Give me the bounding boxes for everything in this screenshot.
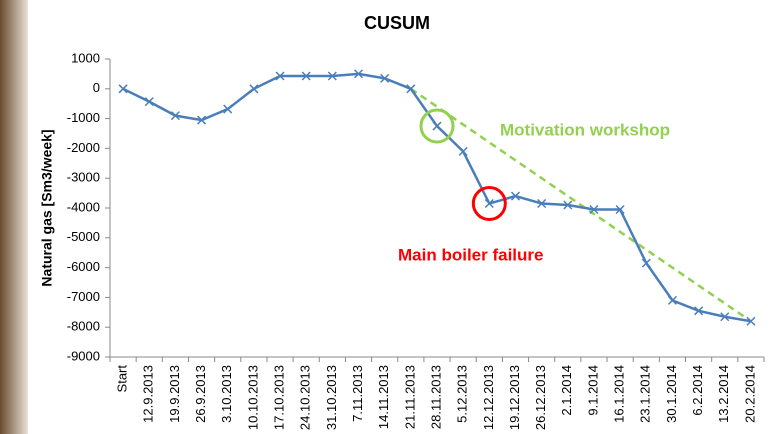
annotation-text: Main boiler failure (398, 245, 543, 264)
point-marker (720, 312, 730, 322)
x-tick-label: 3.10.2013 (219, 365, 234, 423)
point-marker (563, 200, 573, 210)
point-marker (118, 84, 128, 94)
y-tick-label: -1000 (67, 110, 100, 125)
x-tick-label: 14.11.2013 (376, 365, 391, 429)
point-marker (641, 258, 651, 268)
x-tick-label: 16.1.2014 (612, 365, 627, 423)
point-marker (301, 71, 311, 81)
x-tick-label: 13.2.2014 (716, 365, 731, 423)
y-tick-label: -2000 (67, 140, 100, 155)
x-tick-label: 12.9.2013 (141, 365, 156, 423)
x-tick-label: 7.11.2013 (350, 365, 365, 422)
point-marker (170, 111, 180, 121)
x-tick-label: 26.9.2013 (193, 365, 208, 423)
x-tick-label: 23.1.2014 (638, 365, 653, 423)
annotation-circle (471, 186, 507, 222)
y-tick-label: -6000 (67, 259, 100, 274)
x-tick-label: 26.12.2013 (533, 365, 548, 430)
x-tick-label: Start (115, 365, 130, 393)
x-tick-label: 19.9.2013 (167, 365, 182, 423)
point-marker (144, 97, 154, 107)
x-tick-label: 21.11.2013 (402, 365, 417, 429)
trend-line (410, 87, 752, 323)
y-tick-label: 1000 (71, 50, 100, 65)
x-tick-label: 6.2.2014 (690, 365, 705, 416)
point-marker (615, 204, 625, 215)
point-marker (249, 84, 259, 94)
point-marker (380, 73, 390, 83)
point-marker (353, 69, 364, 79)
point-marker (667, 295, 677, 305)
x-tick-label: 28.11.2013 (428, 365, 443, 429)
x-tick-label: 31.10.2013 (324, 365, 339, 430)
chart-title: CUSUM (364, 13, 430, 33)
point-marker (406, 84, 416, 94)
point-marker (484, 198, 494, 209)
y-tick-label: 0 (93, 80, 100, 95)
x-tick-label: 24.10.2013 (298, 365, 313, 430)
y-tick-label: -7000 (67, 289, 100, 304)
point-marker (510, 191, 521, 201)
annotation-text: Motivation workshop (500, 120, 670, 139)
x-tick-label: 2.1.2014 (559, 365, 574, 416)
point-marker (275, 71, 285, 81)
y-tick-label: -3000 (67, 170, 100, 185)
x-tick-label: 9.1.2014 (585, 365, 600, 416)
x-tick-label: 17.10.2013 (271, 365, 286, 430)
point-marker (694, 306, 704, 316)
point-marker (223, 104, 233, 114)
point-marker (746, 316, 756, 326)
point-marker (197, 115, 207, 125)
y-tick-label: -4000 (67, 199, 100, 214)
y-tick-label: -9000 (67, 348, 100, 363)
x-tick-label: 12.12.2013 (481, 365, 496, 430)
point-marker (458, 146, 468, 156)
point-marker (589, 204, 599, 215)
point-marker (537, 198, 547, 209)
annotation-circle (419, 108, 455, 144)
x-tick-label: 20.2.2014 (742, 365, 757, 423)
point-marker (432, 121, 442, 131)
point-marker (327, 71, 337, 81)
y-tick-label: -5000 (67, 229, 100, 244)
x-tick-label: 30.1.2014 (664, 365, 679, 423)
x-tick-label: 19.12.2013 (507, 365, 522, 430)
x-tick-label: 10.10.2013 (245, 365, 260, 430)
background-photo (0, 0, 28, 434)
x-tick-label: 5.12.2013 (455, 365, 470, 423)
y-tick-label: -8000 (67, 319, 100, 334)
y-axis-title: Natural gas [Sm3/week] (39, 129, 55, 286)
